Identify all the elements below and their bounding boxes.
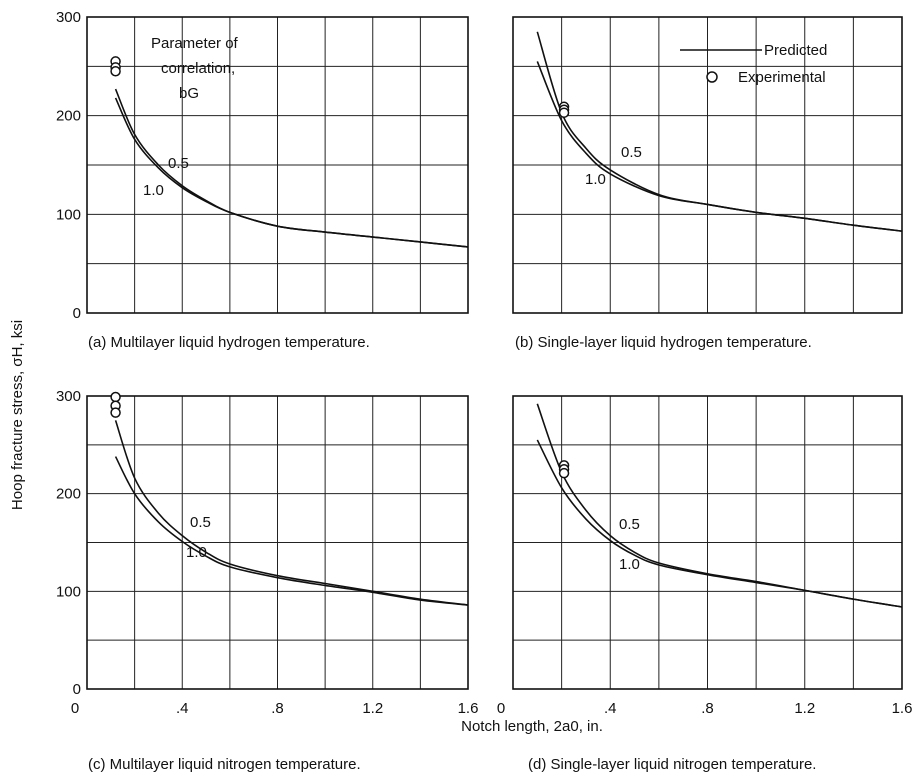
x-axis-title: Notch length, 2a0, in. — [461, 718, 603, 735]
panel-b: 0.5 1.0 (b) Single-layer liquid hydrogen t… — [512, 16, 903, 351]
predicted-curve-bG-0.5 — [114, 97, 469, 248]
curve-label-bG-1.0: 1.0 — [585, 171, 606, 188]
predicted-curve-bG-1.0 — [536, 61, 903, 232]
y-axis-title: Hoop fracture stress, σH, ksi — [9, 320, 26, 510]
panel-caption-d: (d) Single-layer liquid nitrogen tempera… — [528, 756, 816, 773]
legend: Predicted Experimental — [680, 42, 827, 86]
experimental-point — [558, 107, 570, 118]
x-tick-label: 0 — [497, 700, 505, 717]
experimental-point — [110, 66, 121, 77]
x-tick-label: 1.2 — [362, 700, 383, 717]
legend-experimental-marker — [706, 71, 718, 83]
y-tick-label: 100 — [56, 583, 81, 600]
curve-label-bG-0.5: 0.5 — [168, 155, 189, 172]
x-tick-label: 1.6 — [892, 700, 912, 717]
panel-caption-a: (a) Multilayer liquid hydrogen temperatu… — [88, 334, 370, 351]
y-tick-label: 200 — [56, 108, 81, 125]
panel-d: 0 .4 .8 1.2 1.6 0.5 1.0 (d) Single-layer liquid… — [497, 395, 912, 773]
plot-frame — [86, 395, 469, 690]
experimental-point — [558, 467, 570, 479]
x-tick-label: 1.2 — [794, 700, 815, 717]
legend-predicted-label: Predicted — [764, 42, 827, 59]
y-tick-label: 300 — [56, 9, 81, 26]
plot-frame — [512, 16, 903, 314]
x-tick-label: .4 — [176, 700, 189, 717]
y-tick-label: 300 — [56, 388, 81, 405]
y-tick-label: 100 — [56, 206, 81, 223]
y-tick-label: 200 — [56, 486, 81, 503]
panel-caption-c: (c) Multilayer liquid nitrogen temperatu… — [88, 756, 361, 773]
panel-c: 0 100 200 300 0 .4 .8 1.2 1.6 0.5 1.0 (c) Multilaye… — [56, 388, 478, 773]
predicted-curve-bG-0.5 — [114, 420, 469, 606]
x-tick-label: 1.6 — [458, 700, 479, 717]
predicted-curve-bG-1.0 — [114, 456, 469, 606]
curve-label-bG-0.5: 0.5 — [619, 516, 640, 533]
legend-experimental-label: Experimental — [738, 69, 826, 86]
x-tick-label: .8 — [701, 700, 714, 717]
curve-label-bG-0.5: 0.5 — [190, 514, 211, 531]
curve-label-bG-1.0: 1.0 — [143, 182, 164, 199]
experimental-point — [110, 407, 121, 418]
curve-label-bG-1.0: 1.0 — [186, 544, 207, 561]
curve-label-bG-1.0: 1.0 — [619, 556, 640, 573]
parameter-annotation-line: bG — [179, 85, 199, 102]
parameter-annotation-line: Parameter of — [151, 35, 239, 52]
parameter-annotation-line: correlation, — [161, 60, 235, 77]
plot-frame — [86, 16, 469, 314]
panel-caption-b: (b) Single-layer liquid hydrogen tempera… — [515, 334, 812, 351]
panel-a: 0 100 200 300 0.51.0 Parameter of correlation,… — [56, 9, 469, 351]
x-tick-label: .4 — [604, 700, 617, 717]
y-tick-label: 0 — [73, 681, 81, 698]
y-tick-label: 0 — [73, 305, 81, 322]
predicted-curve-bG-1.0 — [536, 439, 903, 608]
curve-label-bG-0.5: 0.5 — [621, 144, 642, 161]
x-tick-label: 0 — [71, 700, 79, 717]
predicted-curve-bG-0.5 — [536, 31, 903, 232]
plot-frame — [512, 395, 903, 690]
experimental-point — [110, 391, 121, 403]
x-tick-label: .8 — [271, 700, 284, 717]
predicted-curve-bG-1.0 — [114, 88, 469, 248]
